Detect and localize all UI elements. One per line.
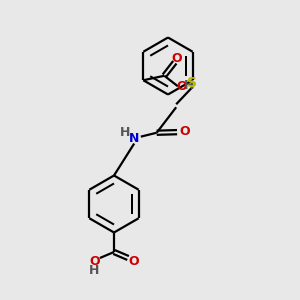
Text: H: H — [184, 79, 194, 92]
Text: O: O — [171, 52, 181, 65]
Text: O: O — [179, 125, 190, 138]
Text: O: O — [89, 255, 100, 268]
Text: H: H — [89, 264, 100, 278]
Text: N: N — [129, 132, 139, 145]
Text: H: H — [119, 126, 130, 139]
Text: O: O — [176, 80, 187, 93]
Text: S: S — [187, 76, 197, 90]
Text: O: O — [128, 255, 139, 268]
